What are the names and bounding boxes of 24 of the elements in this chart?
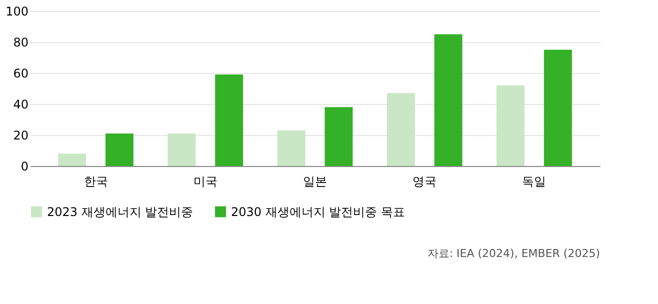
bar	[215, 74, 244, 166]
bar	[544, 50, 572, 166]
bar	[386, 93, 415, 166]
y-tick-label: 40	[13, 98, 28, 112]
x-tick-label: 일본	[303, 174, 327, 188]
bar	[324, 107, 353, 166]
y-tick-label: 0	[20, 160, 28, 174]
bar	[105, 133, 134, 166]
bar	[434, 34, 462, 166]
text: 자료: IEA (2024), EMBER (2025)	[427, 247, 600, 260]
y-tick-label: 80	[13, 36, 28, 50]
x-tick-label: 영국	[412, 174, 437, 188]
bar	[277, 130, 306, 166]
x-tick-label: 한국	[84, 174, 108, 188]
legend-label: 2030 재생에너지 발전비중 목표	[231, 204, 405, 219]
x-tick-label: 미국	[193, 174, 218, 188]
legend-label: 2023 재생에너지 발전비중	[47, 204, 194, 219]
bar	[168, 133, 196, 166]
bar	[58, 154, 86, 166]
y-tick-label: 60	[13, 66, 28, 80]
x-tick-label: 독일	[522, 174, 546, 188]
bar	[496, 85, 525, 166]
y-tick-label: 20	[13, 128, 28, 142]
y-tick-label: 100	[6, 4, 28, 18]
